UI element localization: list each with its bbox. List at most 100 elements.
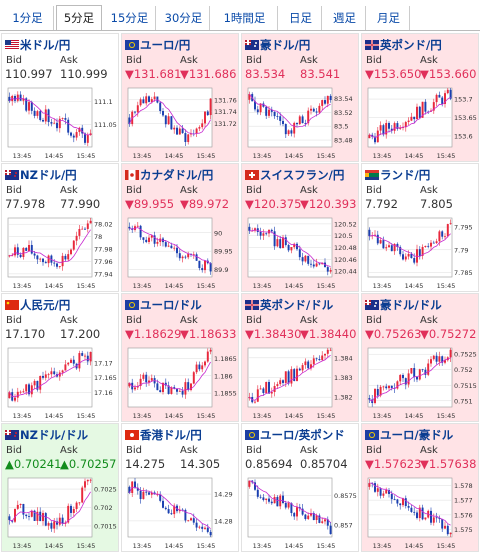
candle-body (248, 226, 251, 231)
y-tick-label: 14.28 (214, 517, 233, 525)
pair-name[interactable]: ユーロ/円 (125, 37, 190, 52)
chart-plot-area (367, 217, 453, 278)
tab-3[interactable]: 15分足 (104, 6, 156, 30)
pair-name[interactable]: 人民元/円 (5, 297, 70, 312)
rate-tile[interactable]: 米ドル/円 Bid Ask 110.997 110.999 111.1 111.05 13:4… (1, 33, 119, 162)
x-tick-label: 15:45 (77, 152, 96, 160)
candle-body (254, 482, 256, 490)
candle-body (167, 509, 170, 514)
pair-name[interactable]: 豪ドル/ドル (365, 297, 442, 312)
ask-value: 77.990 (60, 197, 101, 211)
candle-body (164, 507, 167, 510)
candle-body (374, 136, 376, 143)
rate-tile[interactable]: NZドル/ドル Bid Ask ▲0.70241 ▲0.70257 0.7025 0.702… (1, 423, 119, 552)
moving-average-line (9, 491, 91, 525)
pair-name[interactable]: 英ポンド/ドル (245, 297, 333, 312)
x-tick-label: 14:45 (165, 412, 184, 420)
y-tick-label: 111.1 (94, 98, 113, 106)
pair-name[interactable]: 米ドル/円 (5, 37, 70, 52)
rate-tile[interactable]: 豪ドル/ドル Bid Ask ▼0.75263 ▼0.75272 0.7525 0.752 0… (361, 293, 479, 422)
y-tick-label: 1.1865 (214, 355, 237, 363)
bid-label: Bid (6, 445, 22, 456)
x-tick-label: 15:45 (437, 282, 456, 290)
tab-7[interactable]: 週足 (324, 6, 366, 30)
tab-5[interactable]: 1時間足 (212, 6, 278, 30)
candle-body (198, 364, 201, 370)
candle-body (64, 255, 67, 260)
nz-flag-icon (5, 429, 19, 440)
candle-body (162, 110, 164, 116)
candle-body (449, 349, 452, 358)
rate-tile[interactable]: ユーロ/ドル Bid Ask ▼1.18629 ▼1.18633 1.1865 1.186 1… (121, 293, 239, 422)
pair-name-label: NZドル/ドル (20, 428, 89, 442)
pair-name[interactable]: カナダドル/円 (125, 167, 213, 182)
y-tick-label: 78.02 (94, 221, 113, 229)
candle-body (416, 106, 418, 120)
candle-body (201, 365, 204, 370)
bid-label: Bid (126, 55, 142, 66)
x-tick-label: 14:45 (405, 542, 424, 550)
y-tick-label: 1.577 (454, 497, 473, 505)
candle-body (33, 110, 36, 116)
pair-name[interactable]: ユーロ/豪ドル (365, 427, 453, 442)
pair-name-label: 豪ドル/ドル (380, 298, 442, 312)
candle-body (86, 355, 89, 362)
candle-body (393, 243, 396, 252)
pair-name[interactable]: ユーロ/ドル (125, 297, 202, 312)
ask-value: ▼1.18633 (180, 327, 237, 341)
ask-value: 0.85704 (300, 457, 348, 471)
candle-body (181, 128, 184, 134)
candle-body (204, 527, 206, 529)
ask-value: 83.541 (300, 67, 341, 81)
tab-2[interactable]: 5分足 (56, 5, 102, 31)
pair-name[interactable]: 豪ドル/円 (245, 37, 310, 52)
pair-name[interactable]: 香港ドル/円 (125, 427, 202, 442)
candle-body (270, 501, 273, 504)
moving-average-line (369, 482, 451, 526)
rate-tile[interactable]: ユーロ/豪ドル Bid Ask ▼1.57623 ▼1.57638 1.578 1.577 1… (361, 423, 479, 552)
rate-tile[interactable]: 英ポンド/円 Bid Ask ▼153.650 ▼153.660 153.7 153.65 1… (361, 33, 479, 162)
candle-body (301, 365, 304, 371)
rate-tile[interactable]: 豪ドル/円 Bid Ask 83.534 83.541 83.54 83.52 83.5 83.… (241, 33, 359, 162)
candle-body (402, 498, 404, 506)
pair-name[interactable]: スイスフラン/円 (245, 167, 344, 182)
x-tick-label: 13:45 (133, 412, 152, 420)
chart-plot-area (367, 477, 453, 538)
rate-tile[interactable]: カナダドル/円 Bid Ask ▼89.955 ▼89.972 90 89.95 89.9 13… (121, 163, 239, 292)
pair-name[interactable]: ランド/円 (365, 167, 430, 182)
tab-6[interactable]: 日足 (280, 6, 322, 30)
x-tick-label: 13:45 (373, 282, 392, 290)
pair-name[interactable]: NZドル/ドル (5, 427, 89, 442)
x-tick-label: 14:45 (45, 412, 64, 420)
pair-name-label: ユーロ/英ポンド (260, 428, 345, 442)
bid-value: 83.534 (245, 67, 286, 81)
moving-average-line (9, 97, 91, 136)
rate-tile[interactable]: 香港ドル/円 Bid Ask 14.275 14.305 14.29 14.28 13:45 1… (121, 423, 239, 552)
rate-tile[interactable]: 人民元/円 Bid Ask 17.170 17.200 17.17 17.165 17.16 1… (1, 293, 119, 422)
candle-body (139, 378, 142, 387)
candle-body (324, 353, 326, 356)
pair-name[interactable]: NZドル/円 (5, 167, 77, 182)
candle-body (204, 260, 206, 271)
pair-name[interactable]: ユーロ/英ポンド (245, 427, 345, 442)
x-tick-label: 15:45 (437, 542, 456, 550)
us-flag-icon (5, 39, 19, 50)
candle-body (33, 253, 36, 256)
tab-8[interactable]: 月足 (368, 6, 410, 30)
rate-tile[interactable]: NZドル/円 Bid Ask 77.978 77.990 78.02 78 77.98 77.9… (1, 163, 119, 292)
bid-value: ▼131.681 (125, 67, 182, 81)
rate-tile[interactable]: ランド/円 Bid Ask 7.792 7.805 7.795 7.79 7.785 13:45… (361, 163, 479, 292)
pair-name[interactable]: 英ポンド/円 (365, 37, 442, 52)
rate-tile[interactable]: ユーロ/英ポンド Bid Ask 0.85694 0.85704 0.8575 0.857 1… (241, 423, 359, 552)
candle-body (184, 133, 187, 143)
rate-tile[interactable]: 英ポンド/ドル Bid Ask ▼1.38430 ▼1.38440 1.384 1.383 1… (241, 293, 359, 422)
candle-body (270, 109, 273, 112)
candle-body (432, 102, 435, 111)
tab-4[interactable]: 30分足 (158, 6, 210, 30)
rate-tile[interactable]: スイスフラン/円 Bid Ask ▼120.375 ▼120.393 120.52 120.… (241, 163, 359, 292)
y-tick-label: 1.186 (214, 372, 233, 380)
y-tick-label: 1.575 (454, 526, 473, 534)
rate-tile[interactable]: ユーロ/円 Bid Ask ▼131.681 ▼131.686 131.76 131.74 1… (121, 33, 239, 162)
tab-1[interactable]: 1分足 (2, 6, 54, 30)
candle-body (201, 123, 204, 128)
